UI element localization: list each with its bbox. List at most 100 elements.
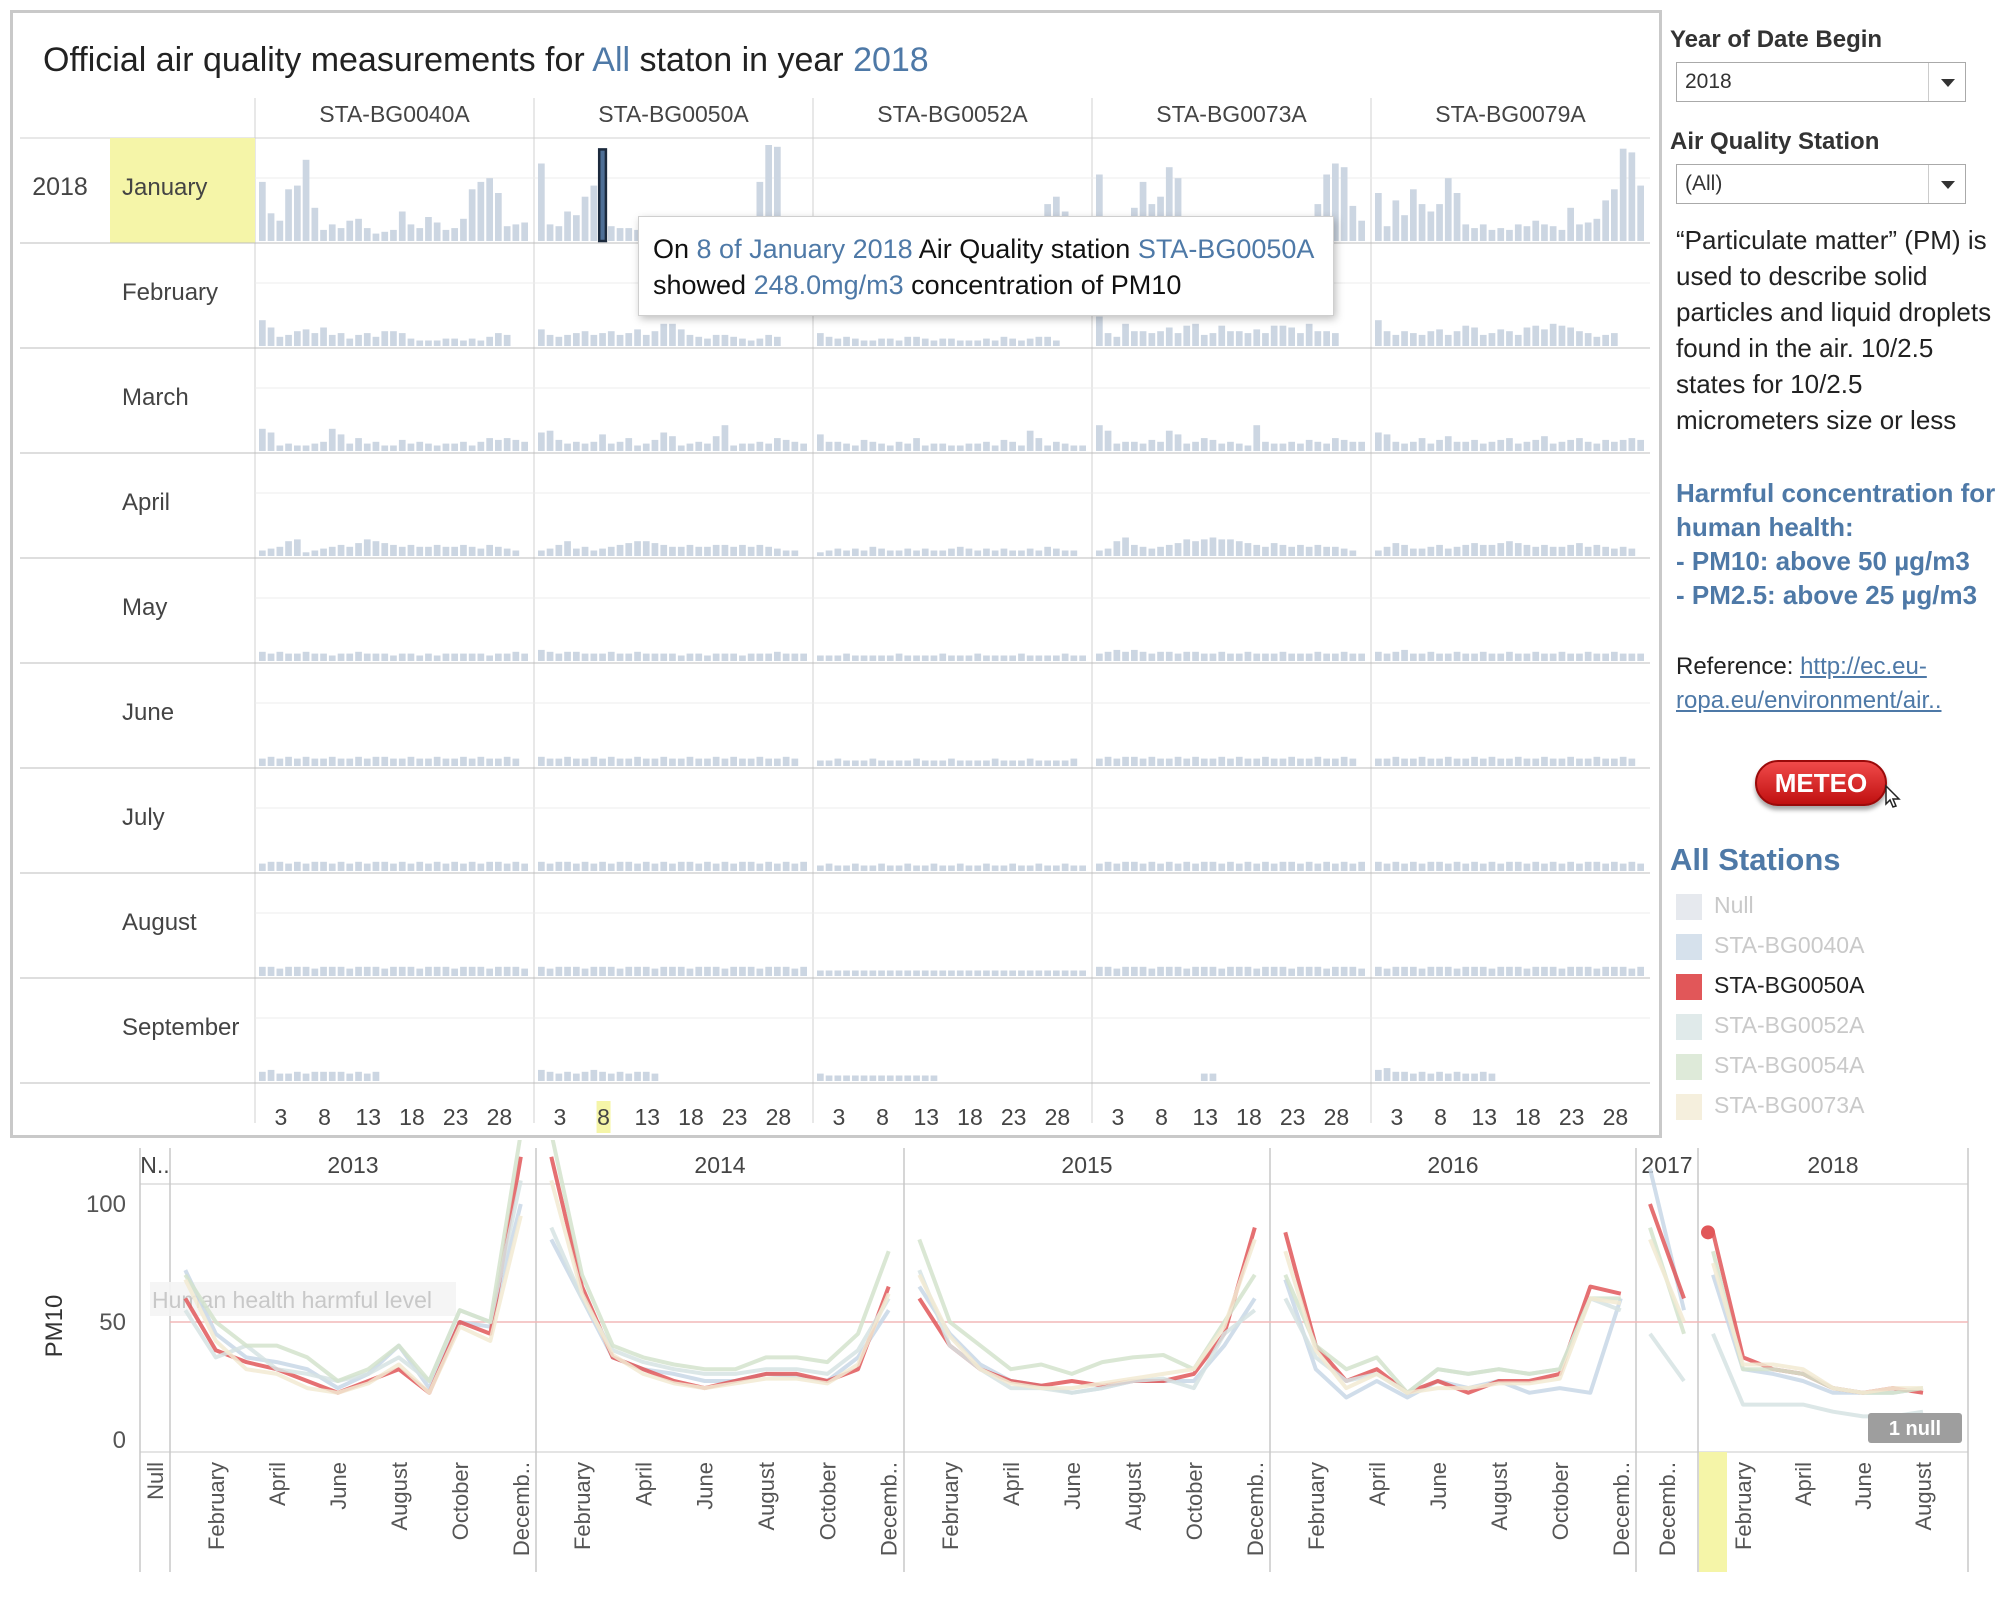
day-bar <box>564 966 571 976</box>
chevron-down-icon[interactable] <box>1928 63 1965 101</box>
day-bar <box>1270 443 1278 451</box>
day-bar <box>1392 1071 1400 1081</box>
series-line <box>1283 1231 1622 1395</box>
day-bar <box>1602 334 1609 346</box>
day-bar <box>677 546 685 556</box>
day-bar <box>1070 865 1078 871</box>
day-bar <box>1462 441 1470 451</box>
day-bar <box>730 546 737 556</box>
day-bar <box>695 758 703 766</box>
day-bar <box>1000 865 1008 871</box>
day-bar <box>625 966 633 976</box>
day-bar <box>1558 229 1566 241</box>
day-bar <box>1462 1073 1470 1081</box>
day-bar <box>1148 439 1156 451</box>
day-bar <box>1628 152 1636 241</box>
day-bar <box>869 546 877 556</box>
day-bar <box>1148 861 1156 871</box>
day-bar <box>1506 438 1513 451</box>
day-bar <box>495 966 502 976</box>
tooltip: On 8 of January 2018 Air Quality station… <box>638 216 1334 316</box>
day-bar <box>1619 546 1627 556</box>
day-bar <box>1270 543 1278 556</box>
day-bar <box>1018 760 1025 766</box>
legend-item[interactable]: STA-BG0073A <box>1676 1090 1864 1120</box>
x-tick-label: 28 <box>1603 1104 1629 1130</box>
day-bar <box>1192 966 1199 976</box>
day-bar <box>843 970 850 976</box>
reference-link[interactable]: http://ec.eu-ropa.eu/environment/air.. <box>1676 653 1942 714</box>
day-bar <box>1410 653 1417 661</box>
day-bar <box>1567 756 1574 766</box>
day-bar <box>1602 863 1609 871</box>
station-filter-select[interactable]: (All) <box>1676 164 1966 204</box>
day-bar <box>1026 970 1034 976</box>
day-bar <box>1567 966 1574 976</box>
day-bar <box>564 443 571 451</box>
day-bar <box>1427 651 1435 661</box>
day-bar <box>581 331 589 346</box>
day-bar <box>1471 861 1478 871</box>
day-bar <box>468 861 476 871</box>
day-bar <box>1444 756 1452 766</box>
day-bar <box>1418 334 1426 346</box>
day-bar <box>886 760 894 766</box>
day-bar <box>1139 863 1147 871</box>
day-bar <box>651 543 659 556</box>
day-bar <box>1297 544 1304 556</box>
x-tick-label: 23 <box>443 1104 469 1130</box>
day-bar <box>1444 436 1452 451</box>
day-bar <box>1053 340 1060 346</box>
day-bar <box>1436 1071 1443 1081</box>
day-bar <box>276 861 284 871</box>
day-bar <box>765 145 772 241</box>
day-bar <box>1541 863 1548 871</box>
day-bar <box>267 432 275 451</box>
day-bar <box>677 329 685 346</box>
day-bar <box>1436 544 1443 556</box>
day-bar <box>625 333 633 346</box>
day-bar <box>756 653 764 661</box>
day-bar <box>372 541 380 556</box>
meteo-button[interactable]: METEO <box>1755 760 1887 806</box>
day-bar <box>573 215 580 241</box>
day-bar <box>259 966 266 976</box>
x-tick-label: August <box>1121 1462 1146 1531</box>
day-bar <box>1471 439 1478 451</box>
legend-item[interactable]: Null <box>1676 890 1754 920</box>
day-bar <box>1288 327 1295 346</box>
day-bar <box>1602 200 1609 241</box>
day-bar <box>460 966 467 976</box>
day-bar <box>1427 1073 1435 1081</box>
day-bar <box>363 863 371 871</box>
legend-item[interactable]: STA-BG0040A <box>1676 930 1864 960</box>
day-bar <box>1576 438 1583 451</box>
month-label: June <box>122 699 174 726</box>
series-line <box>917 1269 1257 1395</box>
legend-item[interactable]: STA-BG0050A <box>1676 970 1864 1000</box>
legend-item[interactable]: STA-BG0054A <box>1676 1050 1864 1080</box>
day-bar <box>1218 651 1226 661</box>
day-bar <box>1593 544 1601 556</box>
day-bar <box>1418 548 1426 556</box>
day-bar <box>1523 544 1531 556</box>
chevron-down-icon[interactable] <box>1928 165 1965 203</box>
legend-item[interactable]: STA-BG0052A <box>1676 1010 1864 1040</box>
year-filter-select[interactable]: 2018 <box>1676 62 1966 102</box>
day-bar <box>1235 541 1243 556</box>
legend-label: STA-BG0052A <box>1714 1012 1865 1038</box>
day-bar <box>886 338 894 346</box>
day-bar <box>904 970 912 976</box>
day-bar <box>477 340 485 346</box>
day-bar <box>1453 651 1461 661</box>
day-bar <box>1488 333 1496 346</box>
day-bar <box>1218 539 1226 556</box>
day-bar <box>1471 327 1478 346</box>
day-bar <box>1200 539 1208 556</box>
day-bar <box>320 548 327 556</box>
day-bar <box>921 865 929 871</box>
day-bar <box>642 861 650 871</box>
day-bar <box>1209 758 1217 766</box>
day-bar <box>800 653 807 661</box>
day-bar <box>1079 970 1086 976</box>
